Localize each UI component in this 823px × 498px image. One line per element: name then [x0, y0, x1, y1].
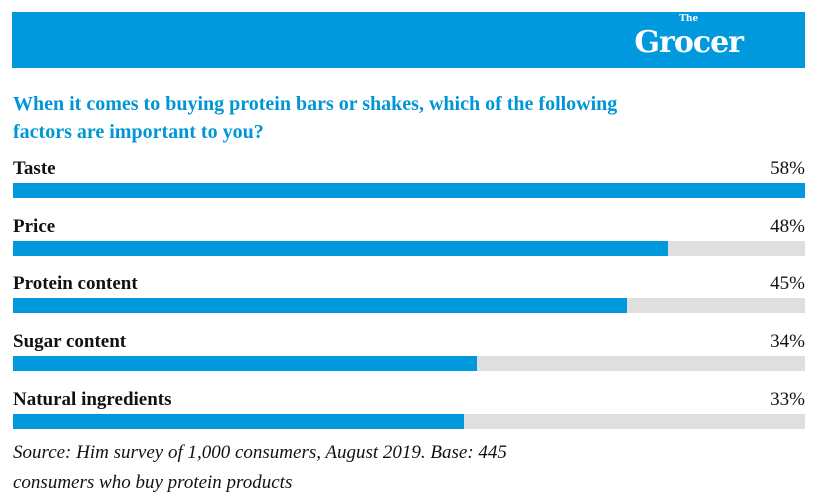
- category-label: Price: [13, 216, 56, 237]
- bar: [13, 356, 478, 371]
- value-label: 33%: [770, 389, 805, 410]
- value-label: 34%: [770, 331, 805, 352]
- bar-track: [13, 298, 805, 313]
- category-label: Protein content: [13, 273, 138, 294]
- bar: [13, 414, 464, 429]
- bar-track: [13, 241, 805, 256]
- category-label: Natural ingredients: [13, 389, 172, 410]
- bar: [13, 183, 805, 198]
- bar-track: [13, 414, 805, 429]
- bar-track: [13, 356, 805, 371]
- chart-source: Source: Him survey of 1,000 consumers, A…: [13, 442, 507, 493]
- category-label: Sugar content: [13, 331, 127, 352]
- value-label: 45%: [770, 273, 805, 294]
- value-label: 48%: [770, 216, 805, 237]
- value-label: 58%: [770, 158, 805, 179]
- the-grocer-logo: The Grocer: [634, 14, 744, 60]
- bar-row: Protein content 45%: [13, 273, 805, 317]
- header-banner: The Grocer: [12, 12, 805, 68]
- chart-title: When it comes to buying protein bars or …: [13, 93, 618, 143]
- bar-row: Sugar content 34%: [13, 331, 805, 375]
- bar-track: [13, 183, 805, 198]
- bar-row: Taste 58%: [13, 158, 805, 202]
- bar: [13, 298, 628, 313]
- bar-row: Natural ingredients 33%: [13, 389, 805, 433]
- bar: [13, 241, 669, 256]
- bar-row: Price 48%: [13, 216, 805, 260]
- category-label: Taste: [13, 158, 56, 179]
